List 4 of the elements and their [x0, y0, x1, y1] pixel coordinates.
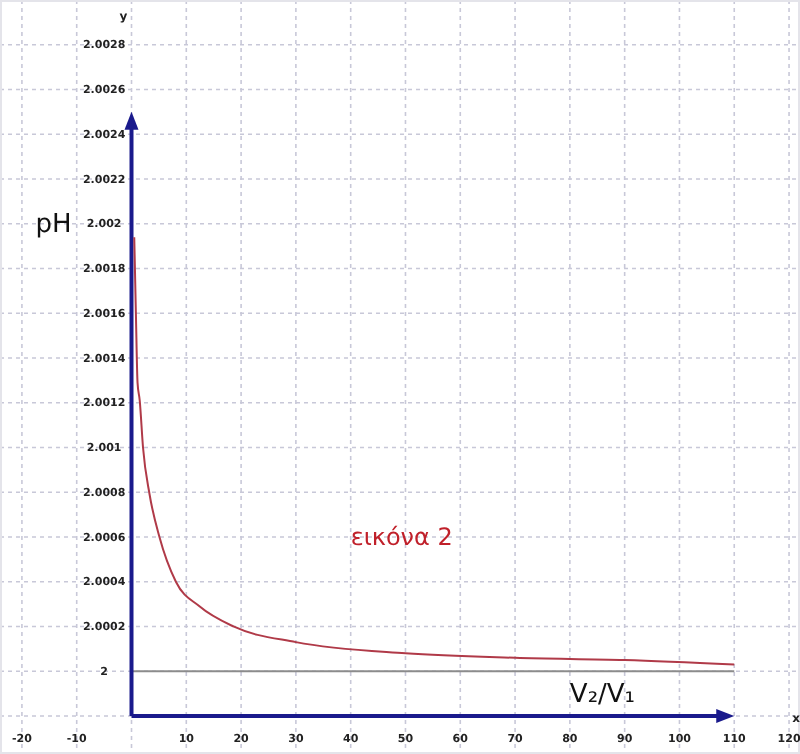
line-series — [133, 236, 736, 666]
x-axis-title: V₂/V₁ — [569, 679, 636, 710]
y-axis-title: pH — [35, 209, 72, 240]
annotation: εικόνα 2 — [350, 522, 453, 551]
